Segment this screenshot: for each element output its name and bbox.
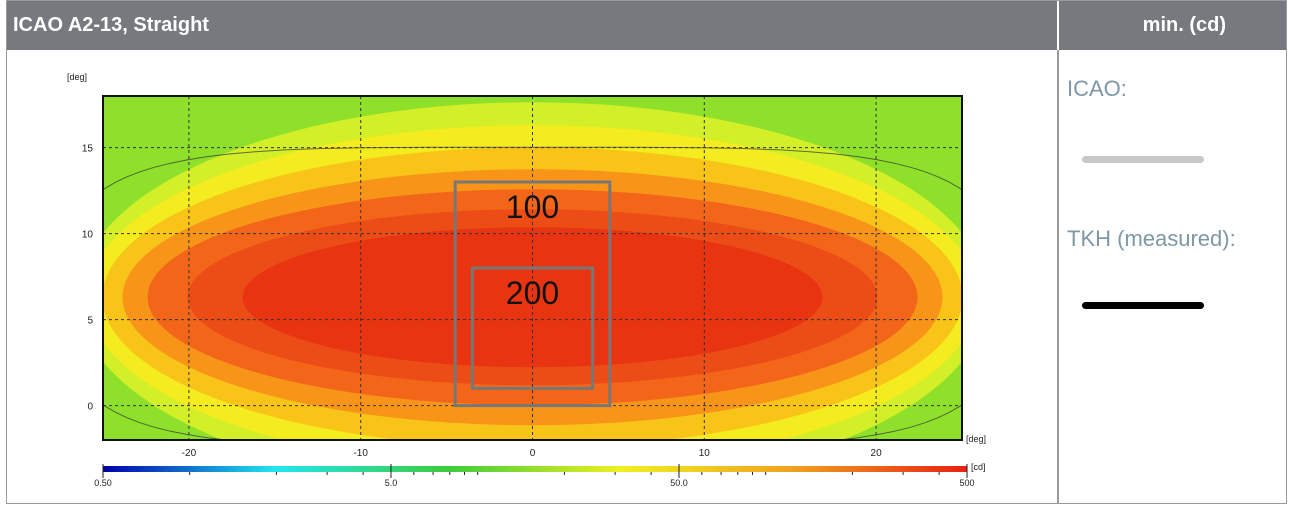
colorbar-gradient (103, 466, 967, 472)
colorbar-tick-label: 500 (959, 478, 974, 488)
table-header: ICAO A2-13, Straight min. (cd) (7, 1, 1286, 50)
y-axis-label: [deg] (67, 72, 87, 82)
y-tick-label: 5 (87, 316, 93, 327)
y-tick-label: 15 (82, 144, 94, 155)
column-divider (1057, 50, 1059, 504)
x-tick-label: -20 (182, 448, 197, 459)
icao-legend-swatch (1082, 156, 1204, 163)
colorbar-tick-label: 50.0 (670, 478, 688, 488)
plot-frame (102, 95, 963, 441)
icao-legend-label: ICAO: (1067, 76, 1127, 101)
icao-region-100 (453, 180, 612, 408)
colorbar-unit-label: [cd] (971, 462, 986, 472)
y-tick-label: 10 (82, 230, 94, 241)
y-tick-label: 0 (87, 402, 93, 413)
icao-region-200 (470, 266, 595, 390)
measured-legend-label: TKH (measured): (1067, 226, 1236, 251)
x-tick-label: 10 (699, 448, 711, 459)
x-tick-label: 20 (871, 448, 883, 459)
unit-column-header: min. (cd) (1142, 14, 1226, 36)
colorbar-tick-label: 0.50 (94, 478, 112, 488)
x-tick-label: 0 (530, 448, 536, 459)
x-axis-label: [deg] (966, 434, 986, 444)
header-divider (1057, 1, 1059, 50)
heat-level-6 (242, 227, 823, 368)
chart-title: ICAO A2-13, Straight (13, 14, 209, 36)
measured-legend-swatch (1082, 302, 1204, 309)
colorbar-tick-label: 5.0 (385, 478, 398, 488)
chart-panel: ICAO A2-13, Straight min. (cd) 100 200 -2… (6, 0, 1287, 504)
icao-region-label: 200 (506, 275, 559, 311)
x-tick-label: -10 (353, 448, 368, 459)
heatmap-plot: 100 200 -20 -10 0 10 20 0 5 10 15 [deg] [deg] 0.50 5… (7, 50, 1057, 504)
icao-region-label: 100 (506, 189, 559, 225)
